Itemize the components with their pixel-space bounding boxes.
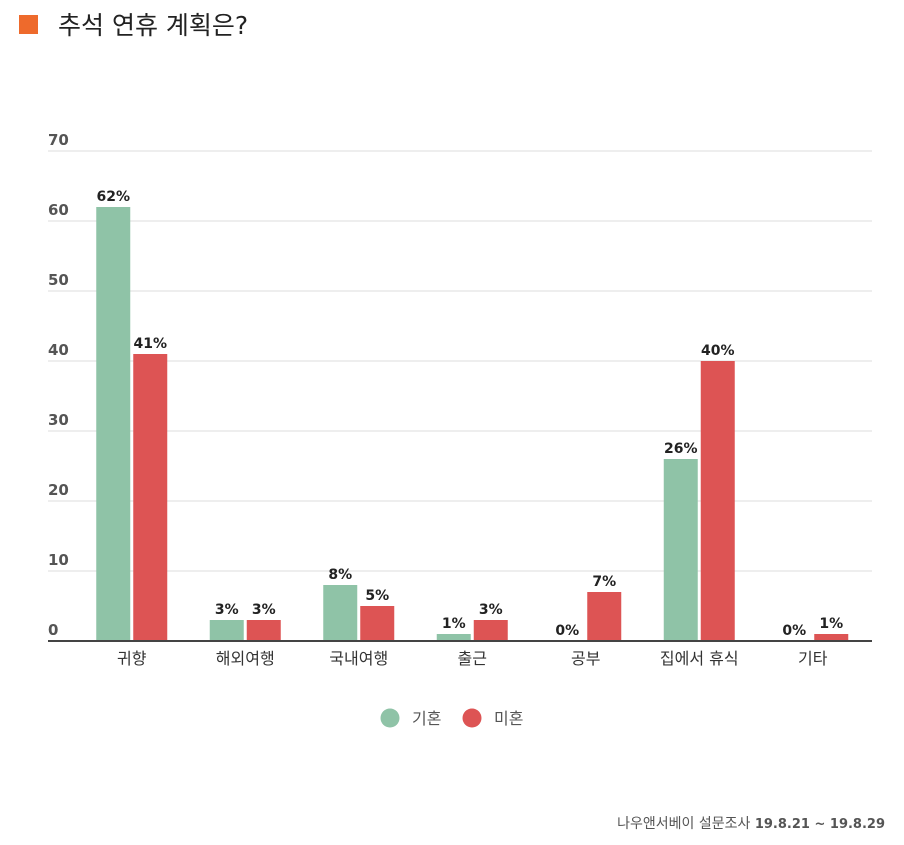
bar-married	[96, 207, 131, 641]
data-label: 3%	[252, 602, 276, 618]
data-label: 0%	[555, 623, 579, 639]
source-caption: 나우앤서베이 설문조사 19.8.21 ~ 19.8.29	[617, 813, 885, 833]
x-tick-label: 해외여행	[216, 649, 275, 668]
x-tick-label: 출근	[458, 649, 487, 668]
x-tick-label: 국내여행	[329, 649, 388, 668]
y-tick-label: 60	[48, 201, 69, 219]
legend-label: 기혼	[412, 709, 441, 728]
data-label: 7%	[592, 574, 616, 590]
legend-label: 미혼	[494, 709, 523, 728]
data-label: 1%	[819, 616, 843, 632]
x-tick-label: 집에서 휴식	[660, 649, 739, 668]
x-tick-label: 기타	[798, 649, 828, 668]
data-label: 41%	[133, 336, 167, 352]
y-tick-label: 50	[48, 271, 69, 289]
bar-single	[587, 592, 622, 641]
data-label: 0%	[782, 623, 806, 639]
data-label: 40%	[701, 343, 735, 359]
bar-married	[209, 620, 244, 641]
y-tick-label: 20	[48, 481, 69, 499]
data-label: 1%	[442, 616, 466, 632]
bar-single	[360, 606, 395, 641]
bar-single	[133, 354, 168, 641]
bar-married	[663, 459, 698, 641]
y-tick-label: 70	[48, 131, 69, 149]
legend-swatch	[462, 708, 482, 728]
bar-married	[436, 634, 471, 641]
source-name: 나우앤서베이 설문조사	[617, 816, 751, 832]
bar-single	[473, 620, 508, 641]
legend-swatch	[380, 708, 400, 728]
bar-single	[700, 361, 735, 641]
title-square-marker	[19, 15, 38, 34]
bar-married	[323, 585, 358, 641]
y-tick-label: 30	[48, 411, 69, 429]
data-label: 3%	[215, 602, 239, 618]
data-label: 5%	[365, 588, 389, 604]
data-label: 62%	[96, 189, 130, 205]
chart-title: 추석 연휴 계획은?	[58, 11, 249, 40]
bar-single	[246, 620, 281, 641]
bar-single	[814, 634, 849, 641]
date-range: 19.8.21 ~ 19.8.29	[754, 817, 885, 832]
y-tick-label: 10	[48, 551, 69, 569]
y-tick-label: 40	[48, 341, 69, 359]
data-label: 8%	[328, 567, 352, 583]
x-tick-label: 공부	[571, 649, 600, 668]
x-tick-label: 귀향	[117, 649, 147, 668]
y-tick-label: 0	[48, 621, 58, 639]
data-label: 26%	[664, 441, 698, 457]
data-label: 3%	[479, 602, 503, 618]
